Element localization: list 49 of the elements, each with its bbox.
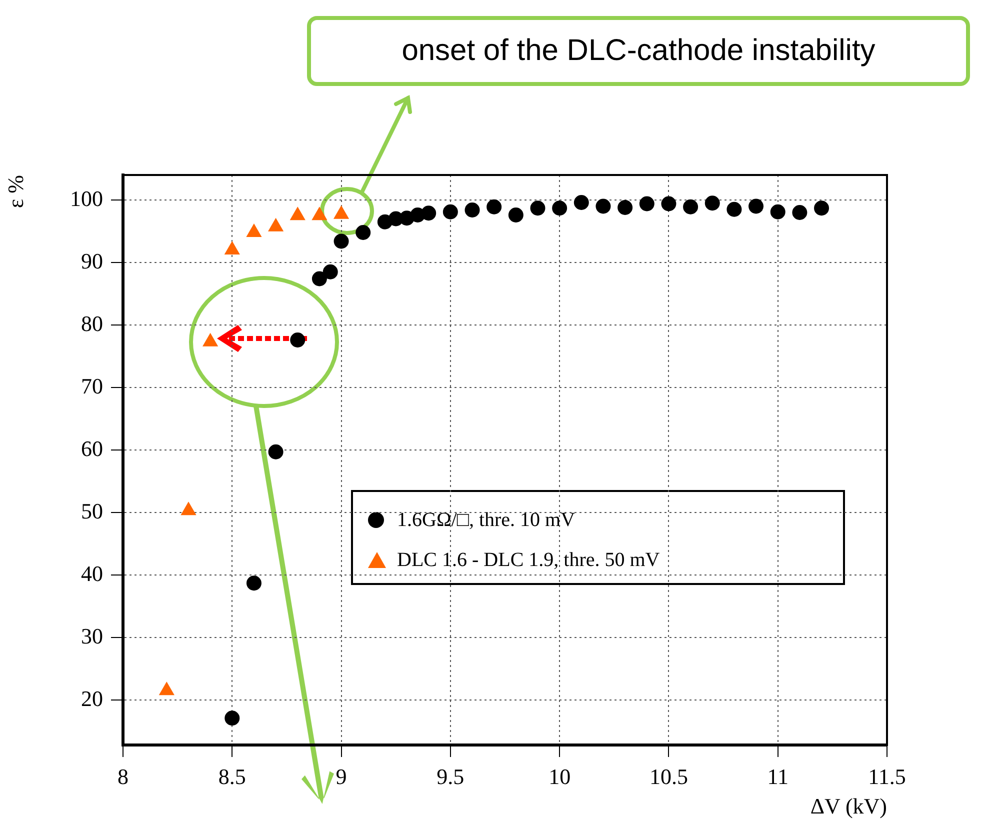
point bbox=[224, 710, 240, 726]
point bbox=[704, 196, 720, 211]
point bbox=[639, 196, 654, 212]
point bbox=[421, 206, 436, 221]
point bbox=[508, 208, 524, 222]
point bbox=[442, 204, 458, 220]
point bbox=[356, 225, 371, 240]
point bbox=[246, 576, 262, 591]
point bbox=[748, 198, 764, 214]
y-tick-label: 90 bbox=[81, 248, 103, 274]
point bbox=[552, 200, 568, 216]
legend-label: 1.6GΩ/□, thre. 10 mV bbox=[397, 508, 576, 532]
point bbox=[683, 199, 698, 214]
y-tick-label: 40 bbox=[81, 560, 103, 586]
x-tick-label: 9.5 bbox=[436, 764, 464, 789]
point bbox=[596, 198, 611, 214]
x-tick-label: 11.5 bbox=[868, 764, 906, 789]
y-tick-label: 60 bbox=[81, 436, 103, 461]
x-tick-label: 11 bbox=[767, 764, 788, 789]
x-tick-label: 10.5 bbox=[649, 764, 688, 789]
point bbox=[312, 271, 327, 286]
point bbox=[574, 195, 589, 210]
x-axis-title: ΔV (kV) bbox=[810, 794, 887, 819]
point bbox=[290, 332, 306, 348]
y-tick-label: 80 bbox=[81, 310, 103, 336]
y-tick-label: 30 bbox=[81, 623, 103, 648]
point bbox=[661, 196, 676, 212]
y-tick-label: 70 bbox=[81, 373, 103, 398]
x-tick-label: 8.5 bbox=[218, 764, 246, 789]
point bbox=[618, 200, 633, 215]
point bbox=[486, 199, 502, 214]
x-tick-label: 9 bbox=[336, 764, 347, 789]
point bbox=[726, 202, 742, 217]
point bbox=[464, 202, 480, 218]
y-tick-label: 20 bbox=[81, 686, 103, 711]
point bbox=[268, 444, 284, 460]
legend-label: DLC 1.6 - DLC 1.9, thre. 50 mV bbox=[397, 548, 660, 572]
point bbox=[814, 200, 830, 216]
point bbox=[322, 264, 338, 280]
point bbox=[792, 205, 808, 220]
point bbox=[530, 200, 546, 216]
y-axis-title: ε % bbox=[2, 175, 28, 208]
y-tick-label: 100 bbox=[70, 186, 103, 211]
text: onset of the DLC-cathode instability bbox=[307, 16, 970, 86]
point bbox=[770, 204, 786, 220]
x-tick-label: 10 bbox=[548, 764, 571, 789]
point bbox=[334, 234, 349, 249]
x-tick-label: 8 bbox=[118, 764, 128, 789]
y-tick-label: 50 bbox=[81, 498, 103, 524]
